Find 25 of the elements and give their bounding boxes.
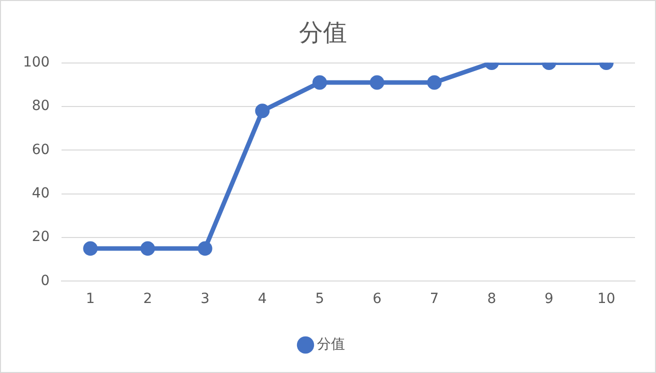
x-tick-label: 7 bbox=[430, 291, 439, 308]
point bbox=[198, 241, 212, 256]
x-tick-label: 8 bbox=[487, 291, 496, 308]
y-tick-label: 20 bbox=[32, 229, 50, 246]
legend-label: 分值 bbox=[317, 336, 345, 353]
point bbox=[140, 241, 155, 256]
y-tick-label: 0 bbox=[40, 272, 50, 289]
y-tick-label: 100 bbox=[22, 54, 50, 70]
x-tick-label: 3 bbox=[200, 291, 210, 308]
point bbox=[427, 75, 442, 90]
x-tick-label: 9 bbox=[544, 291, 554, 308]
x-tick-label: 4 bbox=[258, 291, 267, 308]
y-tick-label: 80 bbox=[32, 98, 50, 114]
point bbox=[370, 75, 384, 90]
y-tick-label: 40 bbox=[32, 185, 50, 202]
x-tick-label: 2 bbox=[143, 291, 152, 308]
point bbox=[312, 75, 327, 90]
x-tick-label: 10 bbox=[597, 291, 616, 308]
x-tick-label: 6 bbox=[372, 291, 382, 308]
point bbox=[255, 104, 270, 118]
x-tick-label: 5 bbox=[315, 291, 324, 308]
chart-title: 分值 bbox=[299, 18, 347, 47]
y-tick-label: 60 bbox=[32, 142, 50, 158]
point bbox=[83, 241, 98, 256]
x-tick-label: 1 bbox=[86, 291, 95, 308]
